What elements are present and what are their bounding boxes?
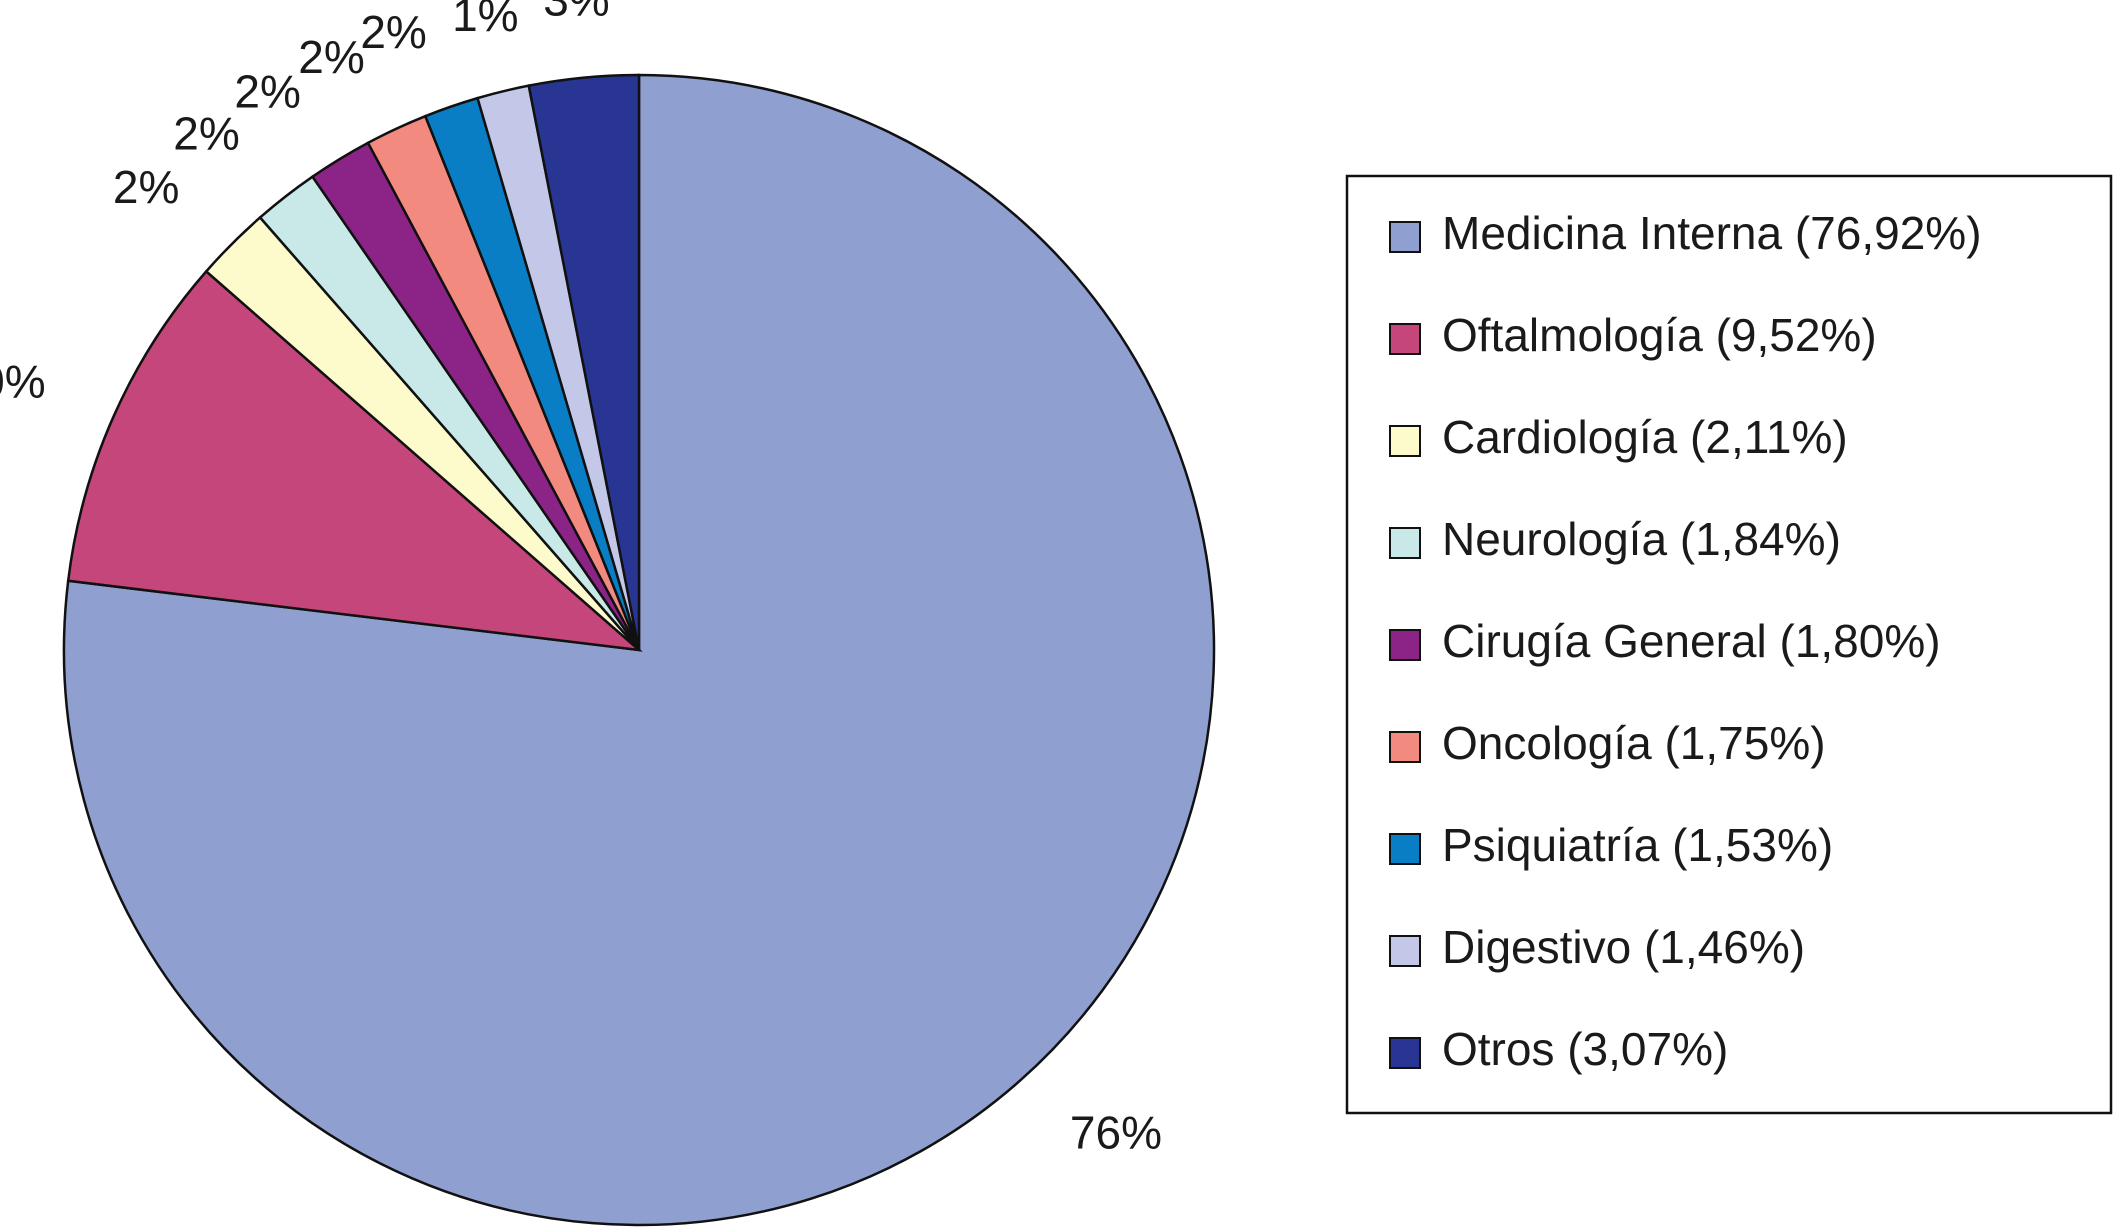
data-label: 2% <box>173 108 239 160</box>
pie-slice <box>527 73 641 651</box>
legend-swatch <box>1389 935 1421 967</box>
legend-swatch <box>1389 221 1421 253</box>
data-label: 2% <box>113 161 179 213</box>
legend-label: Cardiología (2,11%) <box>1442 411 1848 463</box>
legend-swatch <box>1389 833 1421 865</box>
legend-label: Cirugía General (1,80%) <box>1442 615 1941 667</box>
data-label: 3% <box>543 0 609 25</box>
data-label: 2% <box>360 6 426 58</box>
legend-swatch <box>1389 1037 1421 1069</box>
legend-label: Otros (3,07%) <box>1442 1023 1728 1075</box>
legend-label: Digestivo (1,46%) <box>1442 921 1805 973</box>
data-label: 10% <box>0 355 46 407</box>
legend-label: Neurología (1,84%) <box>1442 513 1841 565</box>
legend-swatch <box>1389 527 1421 559</box>
legend-swatch <box>1389 425 1421 457</box>
data-label: 76% <box>1070 1106 1162 1158</box>
legend-label: Oncología (1,75%) <box>1442 717 1826 769</box>
legend-box <box>1345 174 2113 1115</box>
legend-swatch <box>1389 731 1421 763</box>
data-label: 1% <box>452 0 518 41</box>
legend-label: Medicina Interna (76,92%) <box>1442 207 1982 259</box>
pie-slice <box>66 269 643 652</box>
legend-label: Psiquiatría (1,53%) <box>1442 819 1833 871</box>
data-label: 2% <box>298 31 364 83</box>
legend-swatch <box>1389 323 1421 355</box>
legend-swatch <box>1389 629 1421 661</box>
legend-label: Oftalmología (9,52%) <box>1442 309 1877 361</box>
data-label: 2% <box>234 65 300 117</box>
